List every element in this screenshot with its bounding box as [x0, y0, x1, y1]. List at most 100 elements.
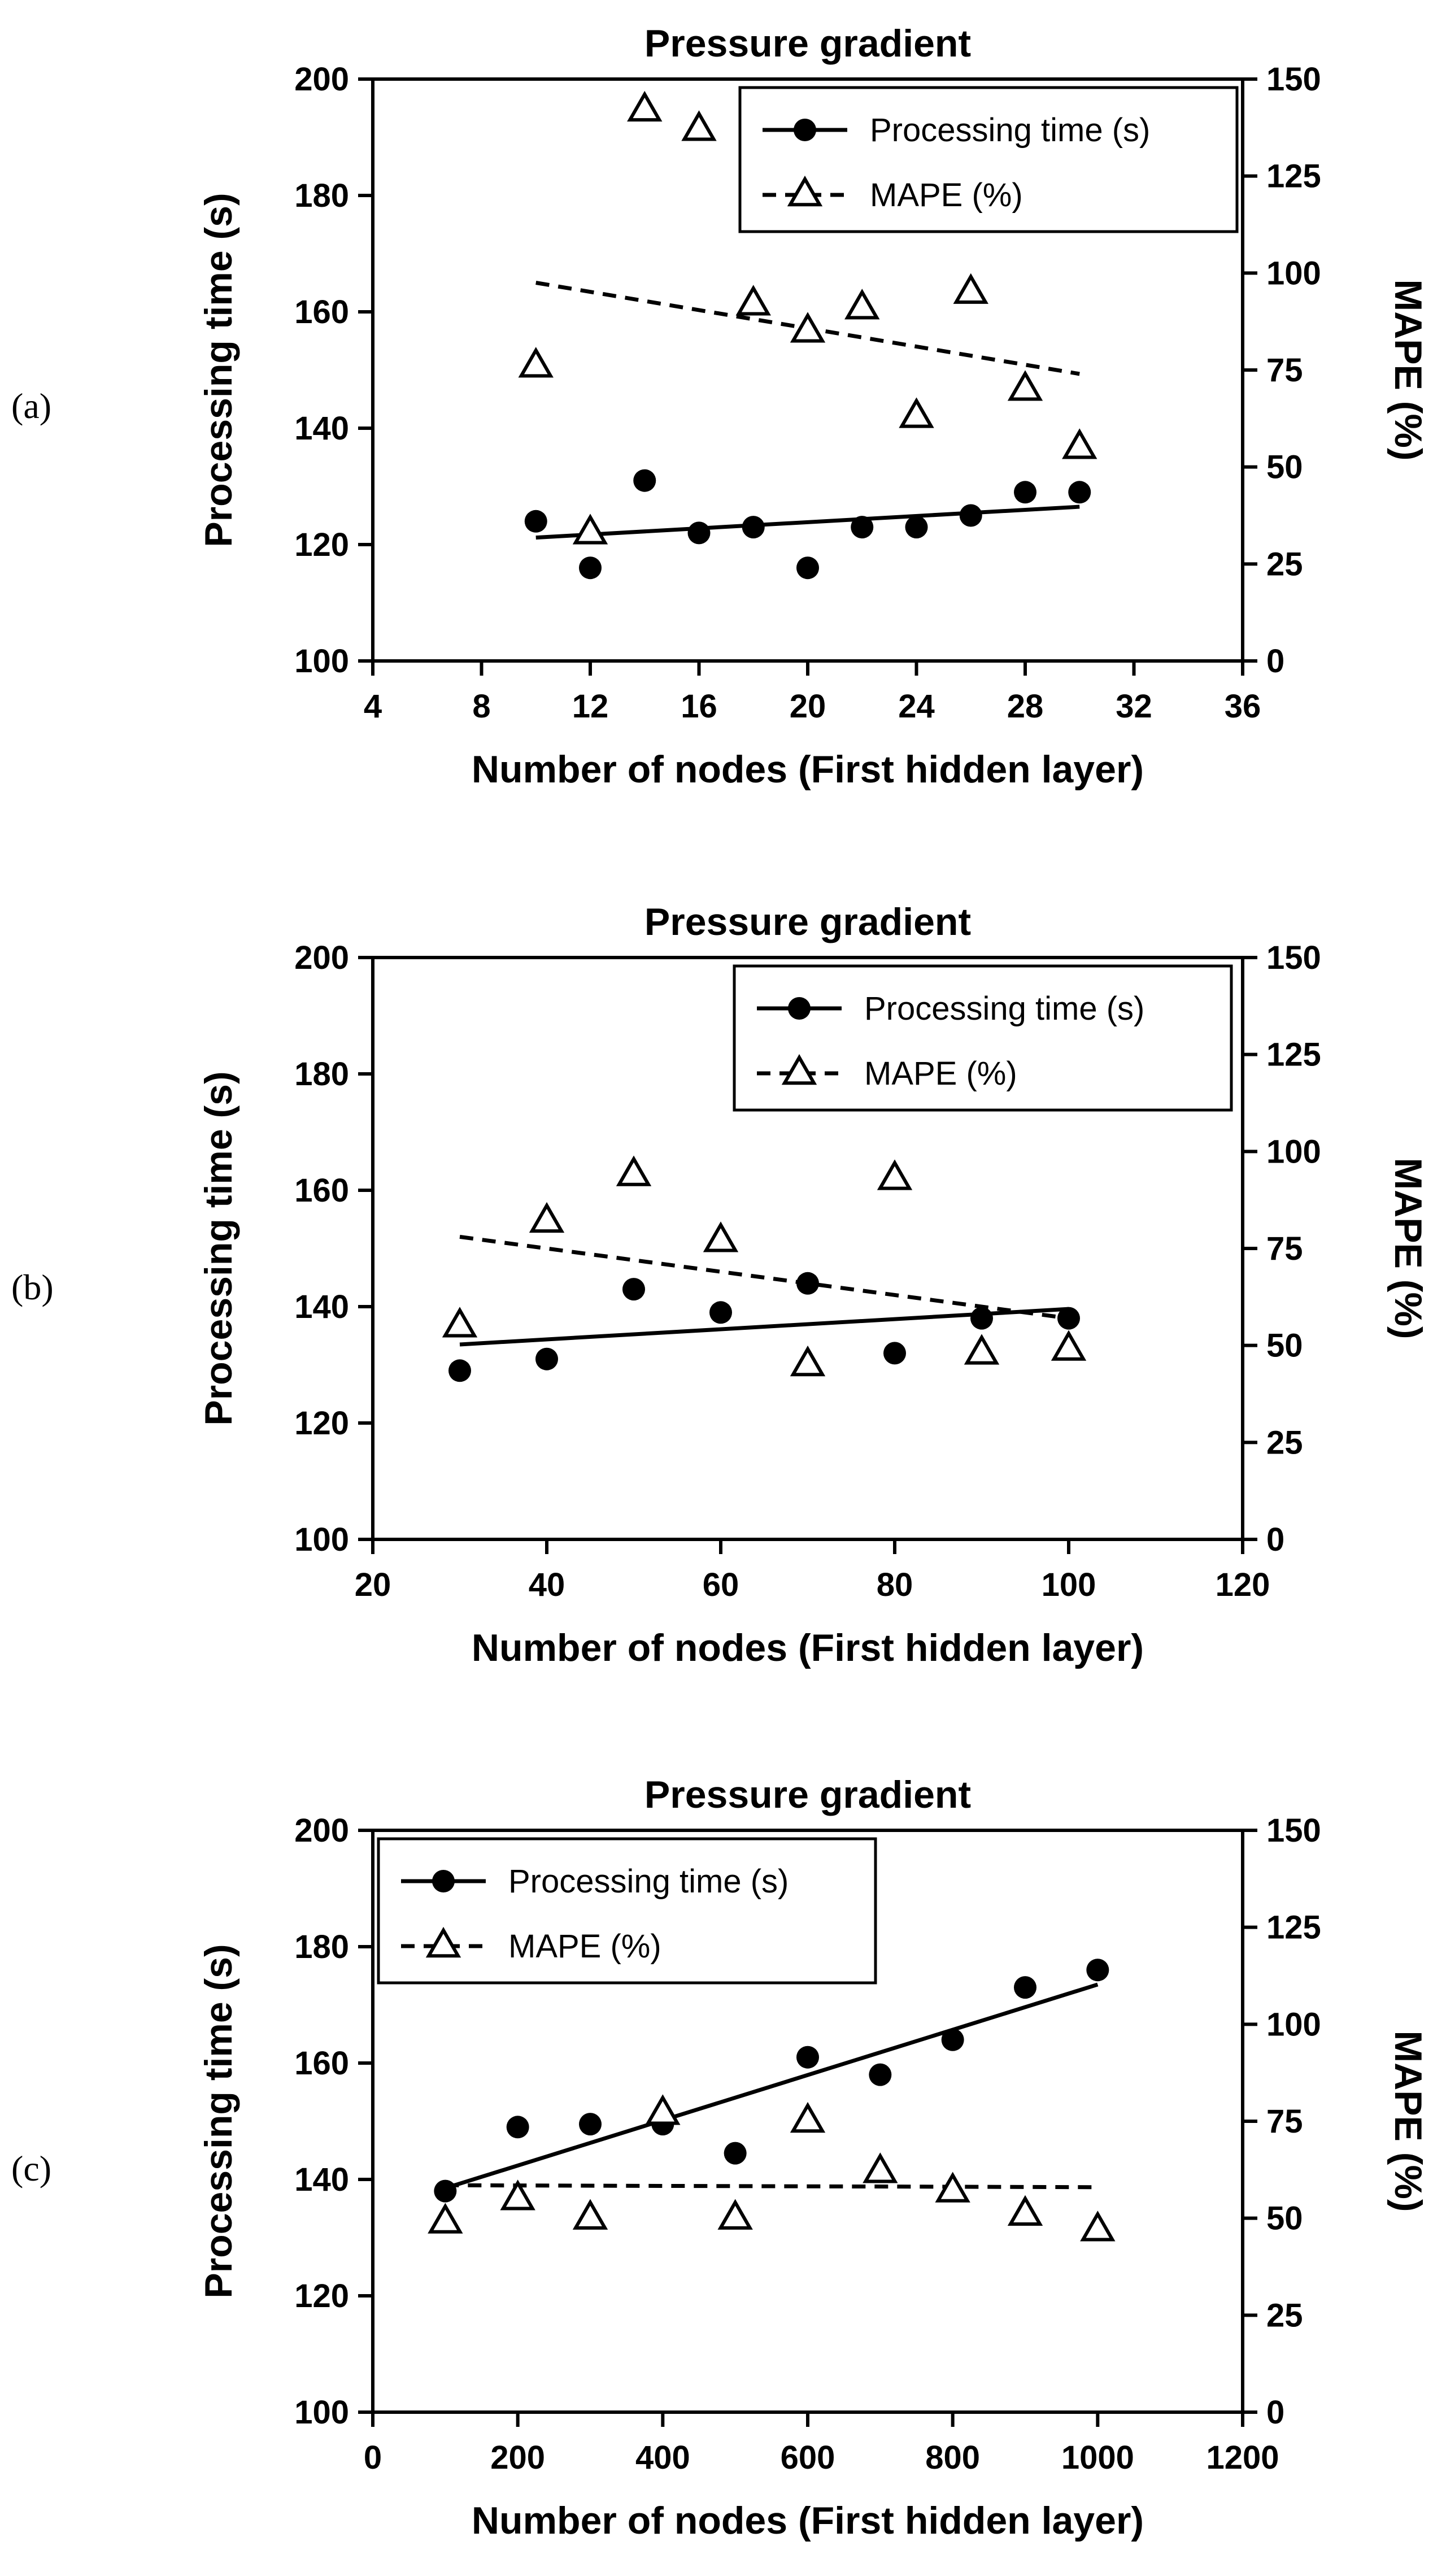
y2-tick-label: 100 [1266, 2006, 1321, 2043]
mape-point [863, 2152, 898, 2183]
processing-time-point [869, 2063, 892, 2086]
mape-point [703, 1221, 739, 1252]
mape-point [681, 110, 717, 141]
x-tick-label: 60 [703, 1567, 739, 1603]
chart-title: Pressure gradient [644, 1773, 971, 1816]
processing-time-point [970, 1307, 993, 1330]
y2-tick-label: 100 [1266, 1133, 1321, 1170]
chart-panel-2: (b) Pressure gradient 20 40 60 80 100 120 100 120… [11, 900, 1430, 1669]
mape-point [877, 1159, 913, 1190]
processing-time-point [579, 556, 602, 580]
y2-axis-label: MAPE (%) [1387, 279, 1430, 460]
x-tick-label: 40 [529, 1567, 565, 1603]
x-tick-label: 4 [364, 688, 382, 725]
y-tick-label: 180 [294, 1929, 349, 1965]
mape-point [518, 347, 554, 378]
legend: Processing time (s) MAPE (%) [738, 86, 1239, 233]
x-tick-label: 0 [364, 2439, 382, 2476]
mape-point [616, 1155, 652, 1186]
mape-point [790, 312, 826, 343]
y2-tick-label: 75 [1266, 1230, 1303, 1267]
y2-tick-label: 0 [1266, 643, 1284, 680]
processing-time-point [851, 516, 874, 539]
processing-time-point [1068, 481, 1091, 504]
processing-time-point [633, 469, 656, 492]
mape-point [572, 2199, 608, 2230]
processing-time-point [687, 521, 711, 545]
processing-time-point [448, 1359, 471, 1382]
processing-time-point [796, 2046, 819, 2069]
y2-tick-label: 125 [1266, 1909, 1321, 1946]
processing-time-point [742, 516, 765, 539]
x-tick-label: 1200 [1206, 2439, 1279, 2476]
panel-label: (a) [11, 386, 51, 426]
processing-time-point [1014, 1976, 1036, 1999]
x-tick-label: 20 [790, 688, 826, 725]
legend-marker-triangle [425, 1926, 461, 1958]
legend-label: MAPE (%) [508, 1928, 661, 1965]
y2-tick-label: 150 [1266, 939, 1321, 976]
y2-tick-label: 50 [1266, 449, 1303, 486]
legend-marker-circle [788, 997, 811, 1020]
legend-marker-circle [794, 119, 816, 141]
mape-point [442, 1307, 478, 1338]
y-axis-label: Processing time (s) [197, 1071, 240, 1425]
mape-point [428, 2203, 463, 2234]
x-tick-label: 400 [635, 2439, 690, 2476]
y2-tick-label: 25 [1266, 2297, 1303, 2334]
y-tick-label: 200 [294, 1812, 349, 1849]
x-tick-label: 80 [877, 1567, 913, 1603]
y2-tick-label: 25 [1266, 546, 1303, 582]
y-tick-label: 140 [294, 410, 349, 447]
y-tick-label: 120 [294, 1405, 349, 1442]
x-tick-label: 12 [572, 688, 609, 725]
mape-point [1007, 370, 1043, 401]
y-tick-label: 120 [294, 526, 349, 563]
processing-time-trendline [459, 1307, 1069, 1347]
x-tick-label: 100 [1042, 1567, 1096, 1603]
panel-label: (b) [11, 1267, 54, 1307]
processing-time-point [941, 2028, 964, 2051]
processing-time-point [524, 510, 547, 533]
y-tick-label: 160 [294, 2045, 349, 2082]
chart-title: Pressure gradient [644, 22, 971, 65]
chart-panel-1: (a) Pressure gradient 4 8 12 16 20 24 28 32 36 100 1… [11, 22, 1430, 791]
processing-time-point [724, 2142, 747, 2165]
processing-time-point [905, 516, 928, 539]
x-tick-label: 1000 [1061, 2439, 1134, 2476]
mape-point [1080, 2211, 1116, 2242]
y-tick-label: 180 [294, 177, 349, 214]
processing-time-point [622, 1278, 645, 1301]
legend-label: MAPE (%) [864, 1055, 1017, 1092]
legend-marker-triangle [787, 175, 823, 207]
y2-tick-label: 0 [1266, 1521, 1284, 1558]
y2-tick-label: 0 [1266, 2394, 1284, 2431]
legend-label: Processing time (s) [864, 990, 1144, 1027]
x-axis-label: Number of nodes (First hidden layer) [472, 1626, 1144, 1669]
x-tick-label: 24 [898, 688, 935, 725]
mape-point [735, 285, 771, 316]
processing-time-point [883, 1342, 906, 1365]
y-axis-label: Processing time (s) [197, 1944, 240, 2298]
processing-time-point [535, 1347, 558, 1370]
x-axis-label: Number of nodes (First hidden layer) [472, 748, 1144, 791]
legend-box [738, 86, 1239, 233]
x-tick-label: 32 [1116, 688, 1152, 725]
legend-box [733, 964, 1233, 1112]
y2-tick-label: 50 [1266, 2200, 1303, 2237]
y-tick-label: 100 [294, 643, 349, 680]
y-tick-label: 160 [294, 1172, 349, 1209]
processing-time-point [796, 556, 819, 580]
x-axis-label: Number of nodes (First hidden layer) [472, 2499, 1144, 2542]
mape-point [645, 2094, 681, 2125]
y-tick-label: 200 [294, 939, 349, 976]
mape-point [953, 273, 988, 304]
x-tick-label: 8 [472, 688, 490, 725]
legend-marker-circle [432, 1870, 455, 1892]
processing-time-point [579, 2113, 602, 2136]
y-tick-label: 160 [294, 294, 349, 330]
y2-tick-label: 75 [1266, 2103, 1303, 2140]
legend-label: MAPE (%) [870, 177, 1023, 214]
y-tick-label: 120 [294, 2278, 349, 2314]
